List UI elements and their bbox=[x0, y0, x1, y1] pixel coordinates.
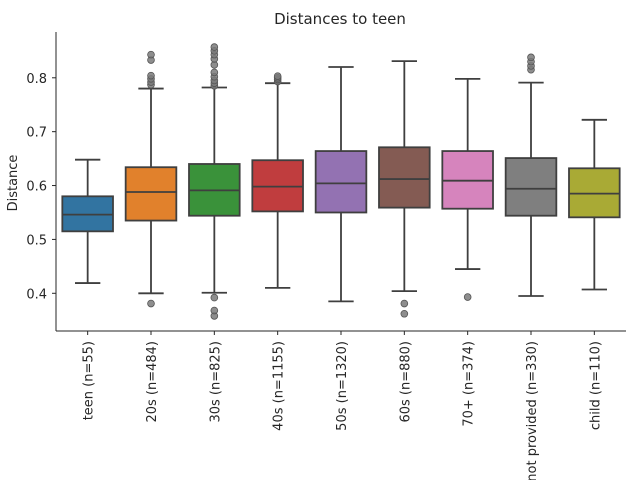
y-tick-label: 0.7 bbox=[26, 126, 47, 141]
outlier-point bbox=[463, 293, 472, 301]
plot-area bbox=[61, 43, 621, 320]
x-tick-label: 60s (n=880) bbox=[398, 341, 413, 423]
box-iqr bbox=[314, 150, 368, 214]
outlier-point bbox=[210, 306, 219, 315]
outlier-point bbox=[210, 293, 219, 302]
box-series-0 bbox=[61, 158, 114, 284]
outlier-point bbox=[210, 43, 219, 51]
outlier-point bbox=[147, 71, 155, 80]
x-tick-label: teen (n=55) bbox=[82, 341, 97, 420]
outlier-point bbox=[527, 53, 535, 62]
box-series-5 bbox=[378, 60, 431, 318]
y-tick-label: 0.5 bbox=[26, 233, 47, 248]
box-series-8 bbox=[568, 118, 621, 291]
x-tick-label: 70+ (n=374) bbox=[462, 341, 477, 427]
box-series-6 bbox=[441, 77, 494, 301]
outlier-point bbox=[400, 299, 409, 308]
box-series-7 bbox=[504, 53, 558, 297]
x-axis-ticks: teen (n=55) 20s (n=484) 30s (n=825) 40s (n=… bbox=[82, 331, 603, 480]
x-tick-label: 30s (n=825) bbox=[208, 341, 223, 423]
x-tick-label: 20s (n=484) bbox=[145, 341, 160, 423]
box-iqr bbox=[504, 157, 558, 217]
chart-title: Distances to teen bbox=[274, 10, 406, 28]
outlier-point bbox=[210, 68, 219, 77]
x-tick-label: 40s (n=1155) bbox=[272, 341, 287, 431]
x-tick-label: child (n=110) bbox=[588, 341, 603, 430]
box-series-1 bbox=[124, 50, 178, 308]
y-axis-ticks: 0.4 0.5 0.6 0.7 0.8 bbox=[26, 72, 56, 302]
box-iqr bbox=[124, 166, 178, 222]
outlier-point bbox=[147, 50, 155, 59]
box-series-2 bbox=[188, 43, 241, 320]
box-iqr bbox=[378, 146, 431, 209]
box-series-3 bbox=[251, 72, 304, 289]
y-tick-label: 0.4 bbox=[26, 287, 47, 302]
outlier-point bbox=[147, 299, 155, 308]
outlier-point bbox=[273, 72, 282, 80]
x-tick-label: not provided (n=330) bbox=[525, 341, 540, 480]
outlier-point bbox=[400, 309, 409, 318]
y-tick-label: 0.8 bbox=[26, 72, 47, 87]
y-tick-label: 0.6 bbox=[26, 180, 47, 195]
y-axis-label: Distance bbox=[6, 155, 21, 212]
x-tick-label: 50s (n=1320) bbox=[335, 341, 350, 431]
box-series-4 bbox=[314, 66, 368, 303]
